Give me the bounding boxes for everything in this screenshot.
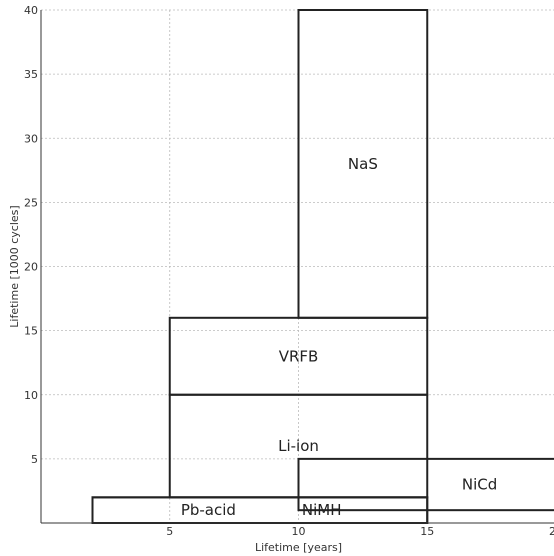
tick-labels: 5 10 15 20 5 10 15 20 25 30 35 40 (24, 4, 554, 538)
box-labels: NaS VRFB Li-ion NiCd Pb-acid NiMH (181, 155, 498, 519)
x-tick-label: 20 (549, 525, 554, 538)
y-tick-label: 25 (24, 196, 38, 209)
y-tick-label: 35 (24, 68, 38, 81)
x-axis-label: Lifetime [years] (255, 541, 342, 554)
y-tick-label: 30 (24, 132, 38, 145)
y-tick-label: 15 (24, 325, 38, 338)
x-tick-label: 15 (420, 525, 434, 538)
label-pb-acid: Pb-acid (181, 501, 236, 519)
x-tick-label: 5 (166, 525, 173, 538)
y-tick-label: 5 (31, 453, 38, 466)
y-axis-label: Lifetime [1000 cycles] (8, 205, 21, 327)
label-nicd: NiCd (462, 476, 497, 494)
label-vrfb: VRFB (279, 347, 319, 365)
y-tick-label: 40 (24, 4, 38, 17)
label-li-ion: Li-ion (278, 437, 319, 455)
y-tick-label: 10 (24, 389, 38, 402)
label-nimh: NiMH (302, 501, 342, 519)
y-tick-label: 20 (24, 261, 38, 274)
label-nas: NaS (348, 155, 378, 173)
x-tick-label: 10 (292, 525, 306, 538)
axes (40, 10, 554, 524)
